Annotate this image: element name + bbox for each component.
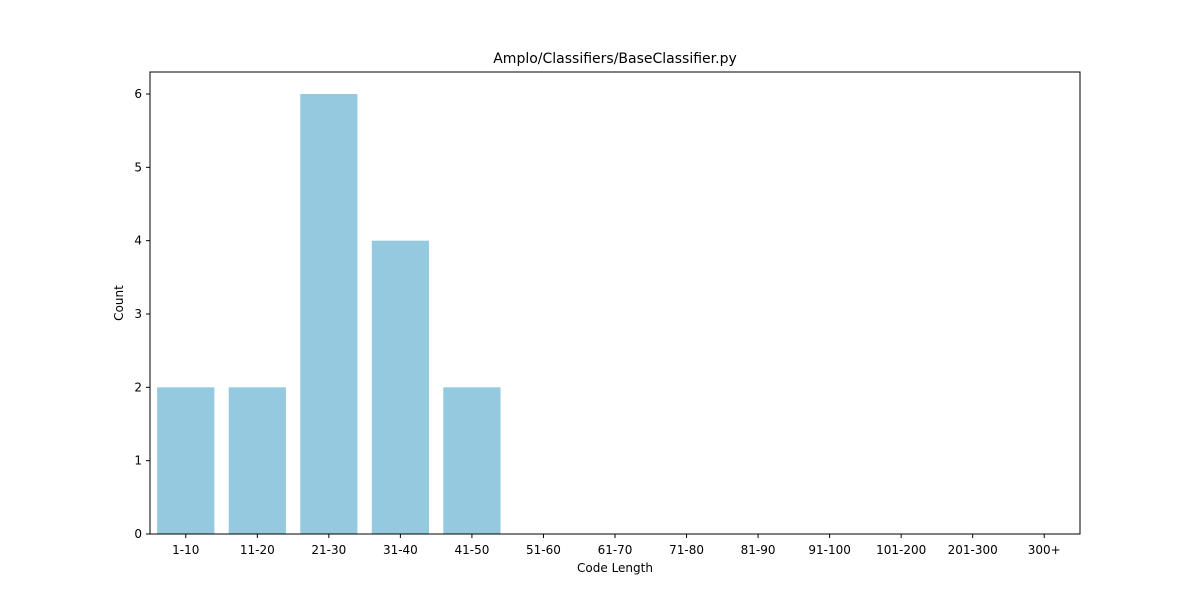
bar-1-10	[157, 387, 215, 534]
x-axis: 1-10 11-20 21-30 31-40 41-50 51-60 61-70 71-80 8…	[172, 534, 1061, 557]
x-tick-label: 1-10	[172, 543, 199, 557]
bar-21-30	[300, 94, 358, 534]
bar-41-50	[443, 387, 501, 534]
x-tick-label: 201-300	[948, 543, 998, 557]
x-tick-label: 61-70	[598, 543, 633, 557]
plot-frame	[149, 71, 1081, 535]
x-tick-label: 101-200	[876, 543, 926, 557]
x-tick-label: 21-30	[311, 543, 346, 557]
y-tick-label: 3	[134, 307, 142, 321]
x-tick-label: 71-80	[669, 543, 704, 557]
x-tick-label: 300+	[1028, 543, 1061, 557]
chart-title: Amplo/Classifiers/BaseClassifier.py	[493, 51, 737, 67]
y-tick-label: 5	[134, 160, 142, 174]
x-tick-label: 91-100	[808, 543, 851, 557]
x-tick-label: 11-20	[240, 543, 275, 557]
y-tick-label: 4	[134, 234, 142, 248]
x-axis-label: Code Length	[577, 561, 653, 575]
x-tick-label: 31-40	[383, 543, 418, 557]
x-tick-label: 41-50	[454, 543, 489, 557]
y-axis-label: Count	[112, 285, 126, 321]
bar-11-20	[228, 387, 286, 534]
bar-31-40	[371, 240, 429, 534]
y-axis: 0 1 2 3 4 5 6	[134, 87, 150, 541]
y-tick-label: 1	[134, 454, 142, 468]
y-tick-label: 0	[134, 527, 142, 541]
x-tick-label: 51-60	[526, 543, 561, 557]
x-tick-label: 81-90	[741, 543, 776, 557]
bars-group	[157, 94, 501, 534]
y-tick-label: 2	[134, 380, 142, 394]
y-tick-label: 6	[134, 87, 142, 101]
